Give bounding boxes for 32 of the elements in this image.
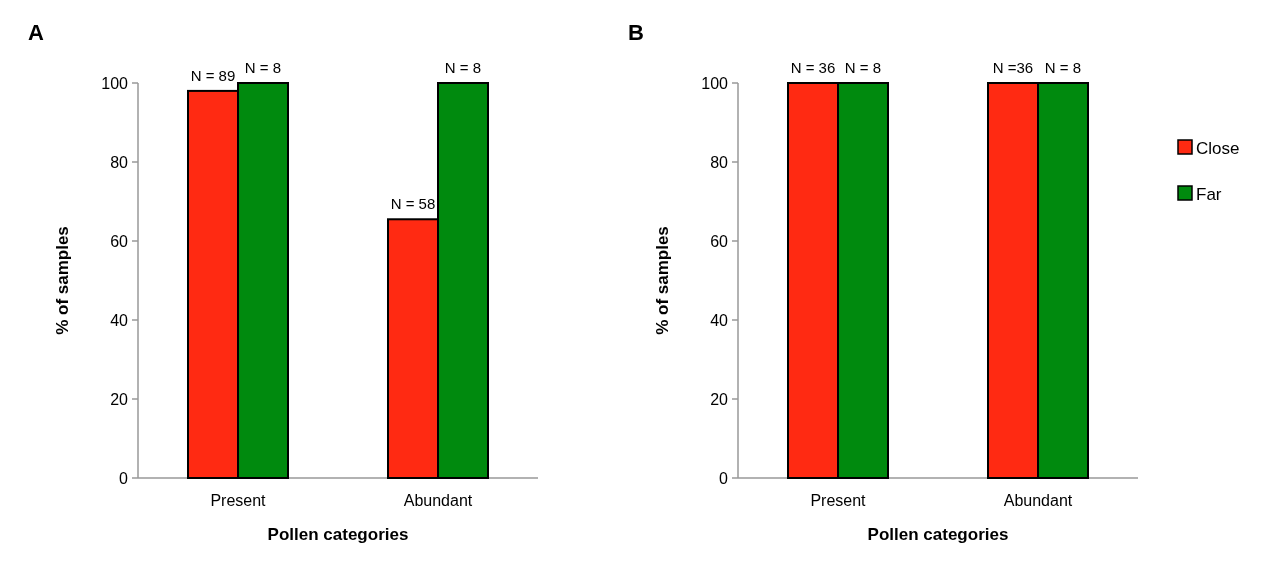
annotation: N = 8 xyxy=(444,59,482,76)
y-tick-label: 60 xyxy=(110,232,129,250)
y-tick-label: 80 xyxy=(710,153,729,171)
y-tick-label: 60 xyxy=(710,232,729,250)
y-tick-label: 0 xyxy=(719,469,729,487)
legend-label: Far xyxy=(1196,184,1222,204)
annotation: N = 8 xyxy=(244,59,282,76)
x-axis-title: Pollen categories xyxy=(867,525,1009,544)
annotation: N = 36 xyxy=(790,59,836,76)
y-tick-label: 40 xyxy=(710,311,729,329)
x-axis-title: Pollen categories xyxy=(267,525,409,544)
x-tick-label: Abundant xyxy=(1003,492,1073,509)
x-tick-label: Present xyxy=(810,492,867,509)
annotation: N =36 xyxy=(992,59,1034,76)
x-tick-label: Present xyxy=(210,492,267,509)
y-tick-label: 100 xyxy=(701,74,729,92)
chart-title: B xyxy=(628,20,644,45)
y-tick-label: 100 xyxy=(101,74,129,92)
y-tick-label: 0 xyxy=(119,469,129,487)
y-axis-title: % of samples xyxy=(653,226,672,335)
annotation: N = 8 xyxy=(844,59,882,76)
legend-label: Close xyxy=(1196,138,1240,158)
annotation: N = 89 xyxy=(190,66,236,84)
y-tick-label: 20 xyxy=(710,390,729,408)
annotation: N = 8 xyxy=(1044,59,1082,76)
y-axis-title: % of samples xyxy=(53,226,72,335)
y-tick-label: 40 xyxy=(110,311,129,329)
annotation: N = 58 xyxy=(390,195,436,213)
x-tick-label: Abundant xyxy=(403,492,473,509)
chart-title: A xyxy=(28,20,44,45)
y-tick-label: 20 xyxy=(110,390,129,408)
y-tick-label: 80 xyxy=(110,153,129,171)
